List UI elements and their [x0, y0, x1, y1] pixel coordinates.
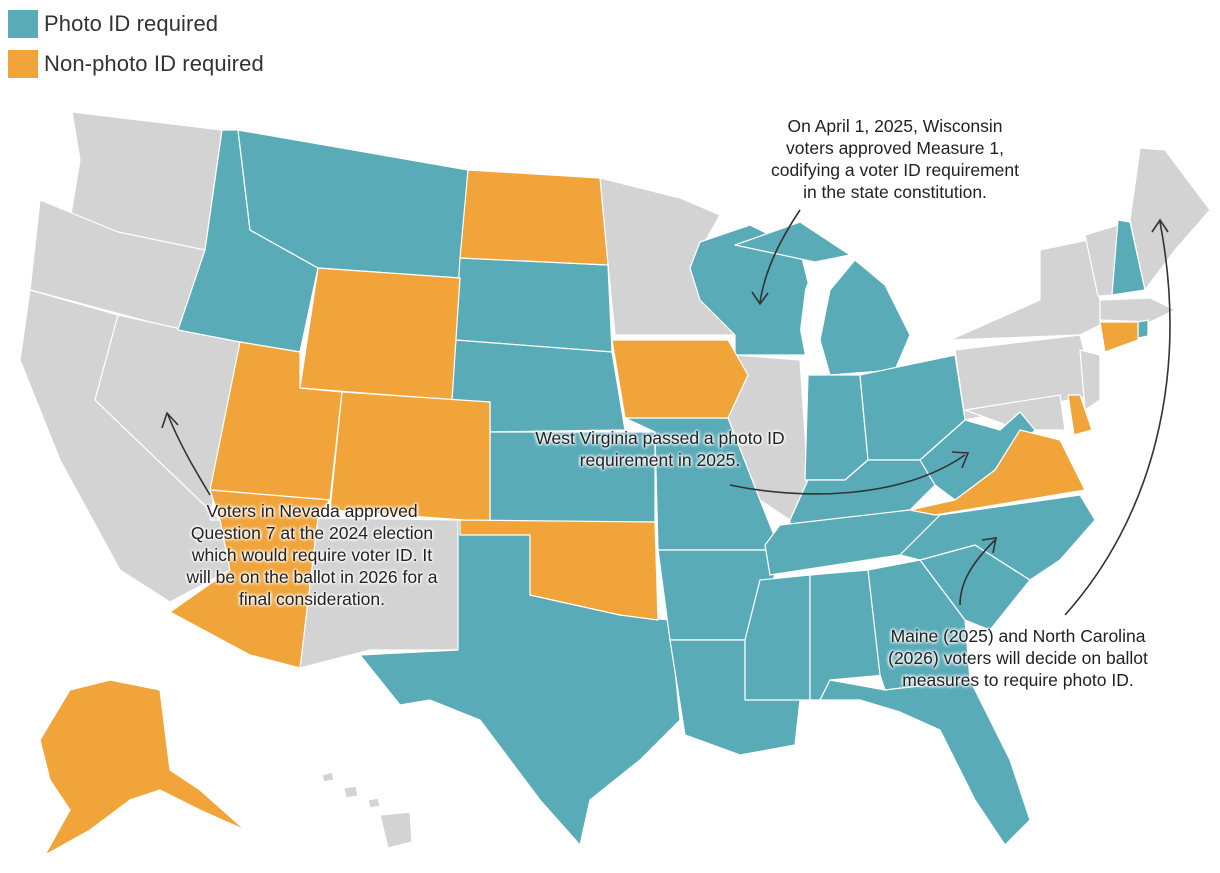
legend-label-photo-id: Photo ID required: [44, 11, 219, 36]
wisconsin-arrowhead: [751, 291, 769, 306]
state-south-dakota: [454, 257, 613, 353]
nevada-arrow: [167, 414, 211, 496]
legend-label-non-photo-id: Non-photo ID required: [44, 51, 264, 76]
state-mississippi: [744, 574, 811, 701]
state-michigan: [734, 221, 911, 376]
west-virginia-arrow: [729, 454, 966, 495]
state-virginia: [909, 429, 1086, 516]
state-north-dakota: [459, 169, 609, 266]
annotation-arrows: [161, 209, 1171, 616]
nc-arrow: [959, 539, 996, 606]
state-iowa: [611, 339, 749, 419]
state-wyoming: [299, 267, 461, 401]
wisconsin-arrow: [759, 209, 801, 303]
state-alaska: [39, 679, 246, 856]
legend-item-photo-id: Photo ID required: [8, 10, 264, 38]
maine-arrow: [1064, 221, 1171, 616]
annotation-west-virginia: West Virginia passed a photo ID requirem…: [535, 428, 785, 470]
state-massachusetts: [1099, 297, 1176, 323]
legend-swatch-photo-id: [8, 10, 38, 38]
state-delaware: [1067, 394, 1093, 436]
state-maryland: [964, 394, 1066, 431]
west-virginia-arrowhead: [951, 451, 970, 469]
legend-item-non-photo-id: Non-photo ID required: [8, 50, 264, 78]
state-new-hampshire: [1111, 219, 1146, 296]
annotation-wisconsin: On April 1, 2025, Wisconsin voters appro…: [770, 116, 1020, 202]
state-maine: [1129, 147, 1211, 291]
lake-michigan: [800, 262, 830, 372]
state-west-virginia: [919, 411, 1036, 501]
legend-swatch-non-photo-id: [8, 50, 38, 78]
state-hawaii: [321, 771, 413, 849]
state-new-jersey: [1079, 349, 1101, 411]
nevada-arrowhead: [161, 411, 179, 429]
state-arizona: [169, 489, 331, 669]
maine-arrowhead: [1151, 218, 1169, 233]
state-new-york: [949, 239, 1101, 341]
state-florida: [819, 679, 1031, 846]
state-north-carolina: [899, 494, 1096, 581]
annotation-maine-nc: Maine (2025) and North Carolina (2026) v…: [888, 626, 1148, 690]
nc-arrowhead: [981, 537, 998, 554]
state-connecticut: [1099, 321, 1139, 353]
state-oklahoma: [459, 519, 659, 621]
state-rhode-island: [1137, 319, 1149, 339]
legend: Photo ID required Non-photo ID required: [8, 10, 264, 90]
annotation-nevada: Voters in Nevada approved Question 7 at …: [186, 501, 438, 609]
